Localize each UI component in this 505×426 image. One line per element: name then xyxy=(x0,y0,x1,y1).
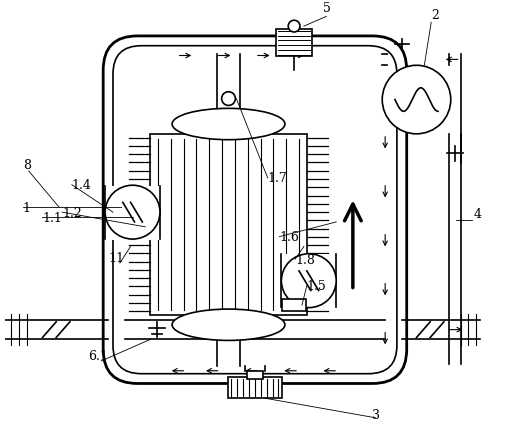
Bar xyxy=(281,255,336,308)
Text: 1.7: 1.7 xyxy=(268,172,287,185)
Text: 1.4: 1.4 xyxy=(72,179,92,192)
Text: 1.5: 1.5 xyxy=(307,279,327,292)
Ellipse shape xyxy=(172,109,285,140)
Text: 11: 11 xyxy=(108,251,124,265)
FancyBboxPatch shape xyxy=(103,37,407,383)
Text: 1.2: 1.2 xyxy=(62,206,82,219)
Bar xyxy=(247,371,263,379)
Circle shape xyxy=(382,66,451,135)
Bar xyxy=(277,30,312,58)
Text: 6.1: 6.1 xyxy=(88,349,109,362)
Bar xyxy=(228,377,282,398)
Ellipse shape xyxy=(281,254,336,308)
Text: 1.8: 1.8 xyxy=(295,253,315,266)
Text: 11: 11 xyxy=(289,296,305,308)
Bar xyxy=(150,135,307,315)
Text: 2: 2 xyxy=(431,9,439,22)
Text: 1.1: 1.1 xyxy=(42,211,62,224)
Text: 1.6: 1.6 xyxy=(279,230,299,244)
Text: 6: 6 xyxy=(328,253,336,266)
Ellipse shape xyxy=(172,309,285,341)
Circle shape xyxy=(222,92,235,106)
Bar xyxy=(282,299,306,311)
Text: 4: 4 xyxy=(473,207,481,221)
Ellipse shape xyxy=(105,186,160,239)
Circle shape xyxy=(288,21,300,33)
Bar xyxy=(105,186,160,240)
Text: 5: 5 xyxy=(324,3,331,15)
Text: 1: 1 xyxy=(23,201,31,214)
Bar xyxy=(150,135,307,315)
Text: 8: 8 xyxy=(23,159,31,172)
Text: 3: 3 xyxy=(373,408,380,421)
